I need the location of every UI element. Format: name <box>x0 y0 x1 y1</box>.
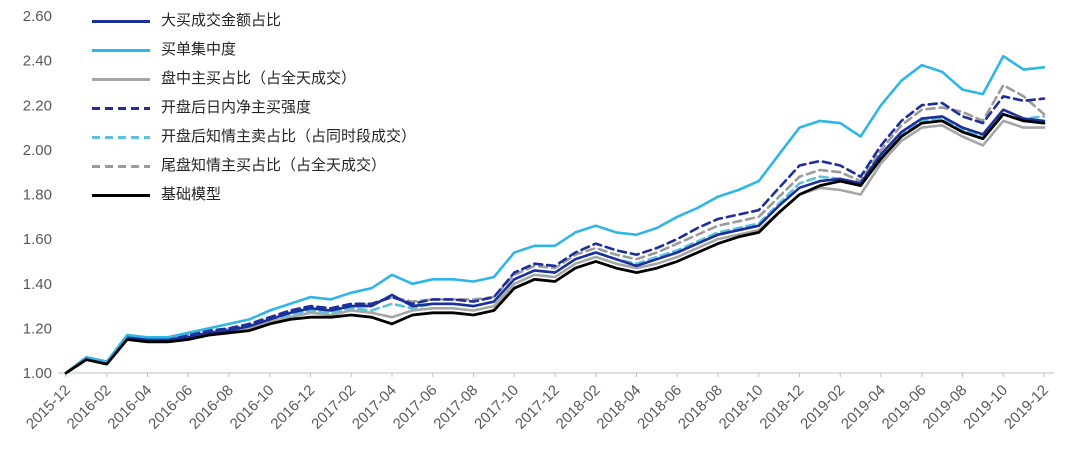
legend-line-sample <box>92 193 150 197</box>
legend-line-sample <box>92 48 150 52</box>
series-line-0 <box>64 108 1046 375</box>
x-axis-tick-label: 2016-04 <box>104 382 155 433</box>
x-axis-tick-label: 2015-12 <box>23 382 74 433</box>
legend-line-sample <box>92 164 150 168</box>
y-axis-tick-label: 2.60 <box>23 8 52 25</box>
series-line-5 <box>64 83 1046 375</box>
chart-legend: 大买成交金额占比 买单集中度盘中主买占比（占全天成交） 开盘后日内净主买强度开盘后知… <box>92 10 416 206</box>
legend-item-label: 大买成交金额占比 <box>161 12 282 29</box>
y-axis-tick-label: 2.20 <box>23 97 52 114</box>
legend-item-label: 买单集中度 <box>161 41 237 58</box>
legend-line-sample <box>92 19 150 23</box>
x-axis-tick-label: 2019-04 <box>838 382 889 433</box>
y-axis-tick-label: 1.20 <box>23 320 52 337</box>
x-axis-tick-label: 2018-10 <box>716 382 767 433</box>
legend-item-3: 开盘后日内净主买强度 <box>92 97 416 119</box>
legend-item-label: 盘中主买占比（占全天成交） <box>161 70 357 87</box>
x-axis-tick-label: 2018-12 <box>756 382 807 433</box>
y-axis-tick-label: 1.40 <box>23 276 52 293</box>
legend-item-2: 盘中主买占比（占全天成交） <box>92 68 416 90</box>
legend-item-6: 基础模型 <box>92 184 416 206</box>
x-axis-tick-label: 2019-06 <box>879 382 930 433</box>
x-axis-tick-label: 2018-02 <box>553 382 604 433</box>
x-axis-tick-label: 2017-10 <box>471 382 522 433</box>
x-axis-tick-label: 2018-08 <box>675 382 726 433</box>
x-axis-tick-label: 2016-06 <box>145 382 196 433</box>
legend-item-label: 基础模型 <box>161 186 222 203</box>
series-line-6 <box>64 112 1046 375</box>
x-axis-tick-label: 2017-12 <box>512 382 563 433</box>
x-axis-tick-label: 2016-08 <box>186 382 237 433</box>
legend-item-4: 开盘后知情主卖占比（占同时段成交） <box>92 126 416 148</box>
series-line-3 <box>64 95 1046 375</box>
legend-item-label: 开盘后日内净主买强度 <box>161 99 312 116</box>
x-axis-tick-label: 2018-06 <box>634 382 685 433</box>
legend-item-5: 尾盘知情主买占比（占全天成交） <box>92 155 416 177</box>
legend-line-sample <box>92 106 150 110</box>
x-axis-tick-label: 2016-10 <box>227 382 278 433</box>
x-axis-tick-label: 2016-02 <box>64 382 115 433</box>
y-axis-tick-label: 2.40 <box>23 53 52 70</box>
y-axis-tick-label: 1.00 <box>23 365 52 382</box>
x-axis-tick-label: 2019-12 <box>1001 382 1052 433</box>
legend-item-label: 尾盘知情主买占比（占全天成交） <box>161 157 387 174</box>
x-axis-tick-label: 2017-06 <box>390 382 441 433</box>
y-axis-tick-label: 2.00 <box>23 142 52 159</box>
legend-line-sample <box>92 135 150 139</box>
series-line-1 <box>64 54 1046 375</box>
x-axis-tick-label: 2019-10 <box>960 382 1011 433</box>
x-axis-tick-label: 2017-02 <box>308 382 359 433</box>
x-axis-tick-label: 2017-04 <box>349 382 400 433</box>
y-axis-tick-label: 1.80 <box>23 187 52 204</box>
x-axis-tick-label: 2016-12 <box>267 382 318 433</box>
y-axis-tick-label: 1.60 <box>23 231 52 248</box>
legend-line-sample <box>92 77 150 81</box>
x-axis-tick-label: 2017-08 <box>430 382 481 433</box>
x-axis-tick-label: 2019-02 <box>797 382 848 433</box>
x-axis-tick-label: 2019-08 <box>919 382 970 433</box>
legend-item-label: 开盘后知情主卖占比（占同时段成交） <box>161 128 417 145</box>
legend-item-0: 大买成交金额占比 <box>92 10 416 32</box>
x-axis-tick-label: 2018-04 <box>593 382 644 433</box>
legend-item-1: 买单集中度 <box>92 39 416 61</box>
